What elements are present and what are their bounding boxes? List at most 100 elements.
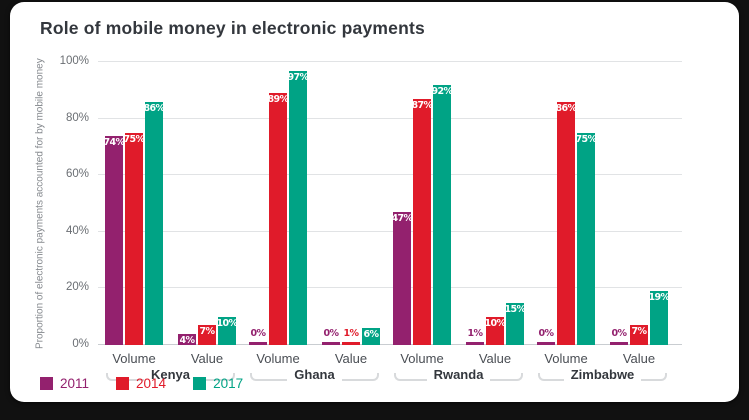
x-label-rwanda-volume: Volume — [400, 351, 444, 366]
subgroup-ghana-volume: 0% 89% 97% Volume — [249, 62, 309, 366]
bar-2017-kenya-value: 10% — [217, 316, 238, 345]
country-group-rwanda: 47% 87% 92% Volume 1% 10% 15% Value Rwanda — [392, 62, 526, 381]
y-tick-label-60: 60% — [65, 168, 89, 181]
subgroup-kenya-volume: 74% 75% 86% Volume — [104, 62, 165, 366]
bar-value-label: 75% — [575, 133, 598, 145]
bar-2011-kenya-volume: 74% — [104, 135, 125, 345]
bar-value-label: 75% — [123, 133, 146, 145]
x-label-kenya-value: Value — [190, 351, 224, 366]
x-label-ghana-volume: Volume — [256, 351, 300, 366]
gridline-0 — [98, 344, 682, 345]
country-name-zimbabwe: Zimbabwe — [570, 367, 635, 382]
x-label-zimbabwe-value: Value — [622, 351, 656, 366]
gridline-80 — [98, 117, 682, 119]
bracket-line-right — [641, 373, 668, 381]
country-pair-rwanda: 47% 87% 92% Volume 1% 10% 15% Value — [392, 62, 526, 366]
bar-value-label: 87% — [411, 99, 434, 111]
country-name-ghana: Ghana — [294, 367, 335, 382]
bar-2017-kenya-volume: 86% — [144, 101, 165, 345]
legend: 2011 2014 2017 — [40, 376, 243, 391]
bar-2014-kenya-value: 7% — [198, 325, 216, 345]
chart-title: Role of mobile money in electronic payme… — [40, 18, 425, 38]
x-label-kenya-volume: Volume — [112, 351, 156, 366]
subgroup-kenya-value: 4% 7% 10% Value — [178, 62, 238, 366]
country-pair-kenya: 74% 75% 86% Volume 4% 7% 10% Value — [104, 62, 238, 366]
bars-kenya-volume: 74% 75% 86% — [104, 62, 165, 345]
bar-value-label: 1% — [343, 328, 360, 339]
bar-value-label: 15% — [504, 303, 527, 315]
bars-rwanda-value: 1% 10% 15% — [466, 62, 526, 345]
legend-label-2014: 2014 — [136, 376, 167, 391]
legend-swatch-2011 — [40, 377, 53, 390]
subgroup-zimbabwe-volume: 0% 86% 75% Volume — [537, 62, 597, 366]
chart-card: Role of mobile money in electronic payme… — [10, 2, 739, 402]
legend-item-2017: 2017 — [193, 376, 243, 391]
bar-2014-ghana-value: 1% — [342, 329, 360, 345]
bracket-line-left — [538, 373, 564, 381]
bar-2014-rwanda-volume: 87% — [412, 98, 433, 345]
gridline-20 — [98, 287, 682, 289]
bracket-line-right — [197, 373, 235, 381]
bar-value-label: 89% — [267, 94, 290, 106]
bar-groups: 74% 75% 86% Volume 4% 7% 10% Value Kenya 0% 89% 97%… — [104, 62, 670, 382]
bar-2017-zimbabwe-value: 19% — [649, 291, 670, 345]
bar-value-label: 19% — [648, 292, 671, 304]
gridline-60 — [98, 174, 682, 176]
bar-2014-ghana-volume: 89% — [268, 93, 289, 345]
bar-value-label: 86% — [555, 102, 578, 114]
country-bracket-ghana: Ghana — [249, 368, 380, 381]
bar-value-label: 47% — [391, 213, 414, 224]
bar-value-label: 6% — [363, 329, 380, 341]
bars-ghana-value: 0% 1% 6% — [322, 62, 380, 345]
bar-2011-ghana-value: 0% — [322, 329, 340, 345]
country-group-zimbabwe: 0% 86% 75% Volume 0% 7% 19% Value Zimbabwe — [537, 62, 670, 381]
country-bracket-rwanda: Rwanda — [393, 368, 524, 381]
bracket-line-right — [341, 373, 379, 381]
bar-value-label: 10% — [216, 317, 239, 329]
legend-label-2017: 2017 — [213, 376, 244, 391]
subgroup-rwanda-value: 1% 10% 15% Value — [466, 62, 526, 366]
bar-value-label: 0% — [250, 328, 267, 339]
y-tick-label-20: 20% — [65, 281, 89, 294]
bar-2014-zimbabwe-value: 7% — [630, 325, 648, 345]
y-axis-label: Proportion of electronic payments accoun… — [34, 58, 46, 349]
legend-label-2011: 2011 — [60, 376, 90, 391]
bars-zimbabwe-volume: 0% 86% 75% — [537, 62, 597, 345]
bracket-line-right — [490, 373, 523, 381]
bars-rwanda-volume: 47% 87% 92% — [392, 62, 453, 345]
bar-2017-zimbabwe-volume: 75% — [576, 132, 597, 345]
bar-2011-rwanda-value: 1% — [466, 329, 484, 345]
bar-value-label: 7% — [631, 326, 648, 338]
bar-2014-rwanda-value: 10% — [485, 316, 506, 345]
subgroup-zimbabwe-value: 0% 7% 19% Value — [610, 62, 670, 366]
bar-2014-kenya-volume: 75% — [124, 132, 145, 345]
bar-value-label: 86% — [143, 102, 166, 114]
bar-value-label: 0% — [323, 328, 340, 339]
country-name-kenya: Kenya — [150, 367, 191, 382]
x-label-rwanda-value: Value — [478, 351, 512, 366]
bar-value-label: 10% — [484, 317, 507, 329]
bars-ghana-volume: 0% 89% 97% — [249, 62, 309, 345]
legend-item-2011: 2011 — [40, 376, 89, 391]
bar-value-label: 0% — [611, 328, 628, 339]
bar-2017-rwanda-value: 15% — [505, 302, 526, 345]
subgroup-ghana-value: 0% 1% 6% Value — [322, 62, 380, 366]
bar-value-label: 7% — [199, 326, 216, 338]
y-tick-label-100: 100% — [59, 55, 89, 67]
x-label-zimbabwe-volume: Volume — [544, 351, 588, 366]
bar-2017-ghana-value: 6% — [362, 328, 380, 345]
bar-value-label: 4% — [179, 334, 196, 346]
bar-value-label: 74% — [103, 136, 126, 148]
country-pair-ghana: 0% 89% 97% Volume 0% 1% 6% Value — [249, 62, 380, 366]
bar-value-label: 92% — [431, 85, 454, 97]
bar-2017-ghana-volume: 97% — [288, 70, 309, 345]
country-group-kenya: 74% 75% 86% Volume 4% 7% 10% Value Kenya — [104, 62, 238, 382]
country-pair-zimbabwe: 0% 86% 75% Volume 0% 7% 19% Value — [537, 62, 670, 366]
country-group-ghana: 0% 89% 97% Volume 0% 1% 6% Value Ghana — [249, 62, 380, 381]
bar-2011-zimbabwe-value: 0% — [610, 329, 628, 345]
bar-2011-ghana-volume: 0% — [249, 329, 267, 345]
bar-2014-zimbabwe-volume: 86% — [556, 101, 577, 345]
y-tick-label-80: 80% — [65, 111, 89, 124]
legend-swatch-2014 — [116, 377, 130, 390]
country-bracket-zimbabwe: Zimbabwe — [537, 368, 668, 381]
